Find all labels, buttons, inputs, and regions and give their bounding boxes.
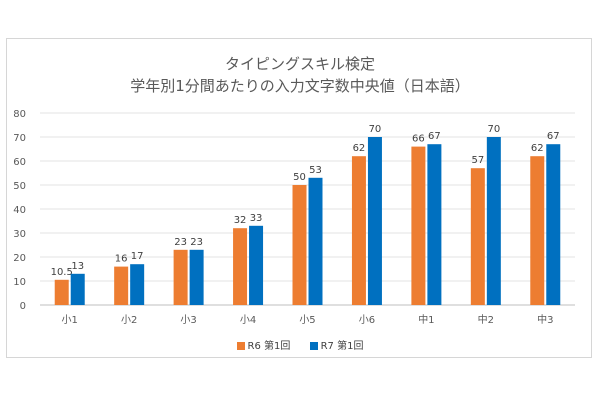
y-tick-label: 50 [13, 181, 26, 192]
data-label: 13 [71, 261, 84, 272]
x-tick-label: 小2 [121, 314, 137, 326]
x-tick-label: 小4 [240, 314, 256, 326]
bar-r6 [54, 279, 69, 305]
legend-swatch-r6 [236, 342, 245, 350]
bar-r6 [173, 249, 188, 305]
x-tick-label: 小5 [299, 314, 315, 326]
data-label: 32 [234, 215, 247, 226]
y-tick-label: 70 [13, 133, 26, 144]
bar-r6 [351, 156, 366, 305]
data-label: 66 [412, 134, 425, 145]
data-label: 67 [547, 131, 560, 142]
bar-r6 [530, 156, 545, 305]
y-tick-label: 0 [20, 301, 26, 312]
y-tick-label: 20 [13, 253, 26, 264]
data-label: 33 [250, 213, 263, 224]
data-label: 23 [190, 237, 203, 248]
chart-title-line1: タイピングスキル検定 [224, 55, 375, 73]
y-tick-label: 30 [13, 229, 26, 240]
y-tick-label: 80 [13, 109, 26, 120]
bar-r6 [470, 168, 485, 305]
bar-r7 [249, 225, 264, 305]
data-label: 62 [531, 143, 544, 154]
y-tick-label: 40 [13, 205, 26, 216]
bar-r7 [367, 137, 382, 305]
bar-r7 [546, 144, 561, 305]
x-tick-label: 中1 [418, 313, 434, 326]
data-label: 57 [471, 155, 484, 166]
bar-r7 [427, 144, 442, 305]
data-label: 67 [428, 131, 441, 142]
x-tick-label: 中2 [478, 313, 494, 326]
bar-r6 [233, 228, 248, 305]
data-label: 53 [309, 165, 322, 176]
legend-item-r6: R6 第1回 [236, 337, 291, 352]
legend-label-r7: R7 第1回 [320, 341, 364, 352]
chart-title-line2: 学年別1分間あたりの入力文字数中央値（日本語） [130, 77, 470, 95]
bar-r7 [308, 177, 323, 305]
data-label: 70 [487, 124, 500, 135]
bar-r7 [70, 273, 85, 305]
bar-r6 [114, 266, 129, 305]
x-tick-label: 中3 [537, 313, 553, 326]
y-tick-label: 60 [13, 157, 26, 168]
data-label: 62 [353, 143, 366, 154]
bar-r7 [130, 264, 145, 305]
x-tick-label: 小6 [359, 314, 375, 326]
bar-r7 [486, 137, 501, 305]
legend-label-r6: R6 第1回 [247, 341, 291, 352]
data-label: 16 [115, 254, 128, 265]
data-label: 70 [369, 124, 382, 135]
x-tick-label: 小3 [180, 314, 196, 326]
x-tick-label: 小1 [62, 314, 78, 326]
legend-item-r7: R7 第1回 [309, 337, 364, 352]
data-label: 10.5 [51, 267, 73, 278]
bar-r6 [411, 146, 426, 305]
data-label: 23 [174, 237, 187, 248]
legend-swatch-r7 [309, 342, 318, 350]
chart-legend: R6 第1回 R7 第1回 [0, 337, 600, 352]
data-label: 50 [293, 172, 306, 183]
bar-r6 [292, 185, 307, 305]
data-label: 17 [131, 251, 144, 262]
bar-r7 [189, 249, 204, 305]
y-tick-label: 10 [13, 277, 26, 288]
